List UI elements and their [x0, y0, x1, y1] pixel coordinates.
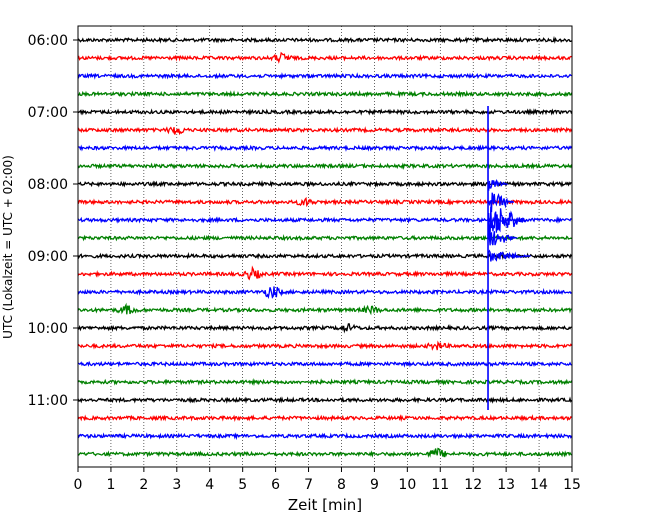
trace-row-0: [77, 35, 572, 44]
trace-row-15: [77, 302, 572, 316]
x-axis-label: Zeit [min]: [288, 496, 362, 514]
x-tick-label-12: 12: [464, 477, 482, 493]
x-tick-label-4: 4: [205, 477, 214, 493]
x-tick-label-15: 15: [563, 477, 581, 493]
y-tick-label-1: 07:00: [28, 105, 68, 121]
trace-row-7: [77, 162, 573, 171]
x-tick-label-2: 2: [139, 477, 148, 493]
trace-row-6: [78, 144, 573, 152]
x-tick-label-9: 9: [370, 477, 379, 493]
quake-coda-row-11: [487, 231, 518, 246]
trace-row-2: [77, 72, 572, 80]
x-tick-label-1: 1: [106, 477, 115, 493]
trace-row-12: [77, 251, 573, 260]
quake-coda-row-10: [487, 206, 528, 240]
x-tick-label-6: 6: [271, 477, 280, 493]
y-axis-label: UTC (Lokalzeit = UTC + 02:00): [1, 155, 15, 339]
trace-row-14: [77, 286, 572, 300]
x-axis-ticks: 0 1 2 3 4 5 6 7 8 9 10 11 12 13 14 15: [74, 467, 581, 493]
trace-row-17: [77, 340, 573, 351]
quake-coda-row-12: [487, 249, 531, 262]
x-tick-label-13: 13: [497, 477, 515, 493]
x-tick-label-3: 3: [172, 477, 181, 493]
x-tick-label-10: 10: [398, 477, 416, 493]
x-tick-label-7: 7: [304, 477, 313, 493]
x-tick-label-8: 8: [337, 477, 346, 493]
x-tick-label-0: 0: [74, 477, 83, 493]
trace-row-5: [77, 126, 573, 136]
quake-coda-row-8: [487, 178, 508, 192]
y-tick-label-0: 06:00: [28, 33, 68, 49]
trace-row-21: [77, 414, 572, 423]
trace-row-1: [77, 51, 572, 64]
y-tick-label-3: 09:00: [28, 249, 68, 265]
trace-row-4: [77, 108, 573, 116]
trace-row-3: [77, 90, 573, 99]
trace-row-19: [77, 377, 573, 387]
trace-row-23: [78, 447, 573, 458]
quake-coda-row-9: [487, 192, 515, 213]
plot-frame: [77, 25, 573, 468]
trace-row-18: [77, 360, 572, 368]
trace-row-22: [77, 432, 573, 441]
x-tick-label-11: 11: [431, 477, 449, 493]
x-tick-label-14: 14: [530, 477, 548, 493]
trace-row-20: [77, 396, 573, 404]
trace-rows: [77, 35, 573, 458]
y-tick-label-5: 11:00: [28, 393, 68, 409]
y-tick-label-2: 08:00: [28, 177, 68, 193]
earthquake-signal: [487, 106, 531, 410]
y-axis-ticks: 06:00 07:00 08:00 09:00 10:00 11:00: [28, 33, 78, 409]
x-tick-label-5: 5: [238, 477, 247, 493]
y-tick-label-4: 10:00: [28, 321, 68, 337]
trace-row-13: [77, 265, 573, 281]
trace-row-16: [77, 323, 572, 334]
